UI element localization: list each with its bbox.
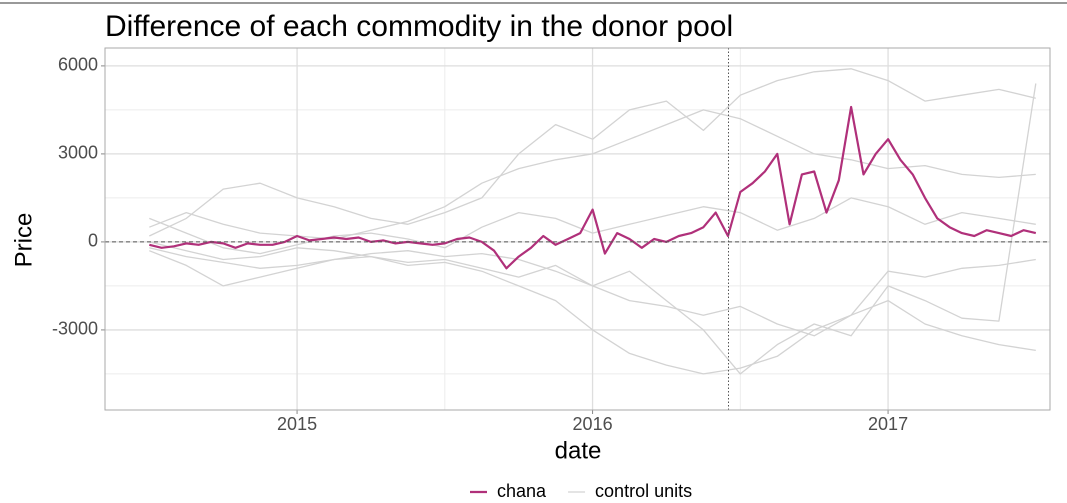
y-tick-label: 6000: [58, 55, 98, 75]
chart-title: Difference of each commodity in the dono…: [105, 10, 733, 43]
y-tick-label: 3000: [58, 143, 98, 163]
panel-border: [104, 47, 1051, 411]
x-axis-label: date: [555, 437, 602, 464]
control-line: [149, 83, 1037, 375]
legend-label: chana: [497, 481, 547, 501]
x-tick-label: 2016: [573, 414, 613, 434]
series-line: [149, 105, 1037, 270]
control-line: [149, 250, 1036, 375]
legend-label: control units: [595, 481, 692, 501]
y-tick-label: -3000: [52, 319, 98, 339]
y-axis-label: Price: [10, 213, 37, 268]
control-line: [149, 68, 1036, 237]
x-tick-label: 2017: [868, 414, 908, 434]
control-line: [149, 197, 1036, 255]
y-tick-label: 0: [88, 231, 98, 251]
x-tick-label: 2015: [277, 414, 317, 434]
